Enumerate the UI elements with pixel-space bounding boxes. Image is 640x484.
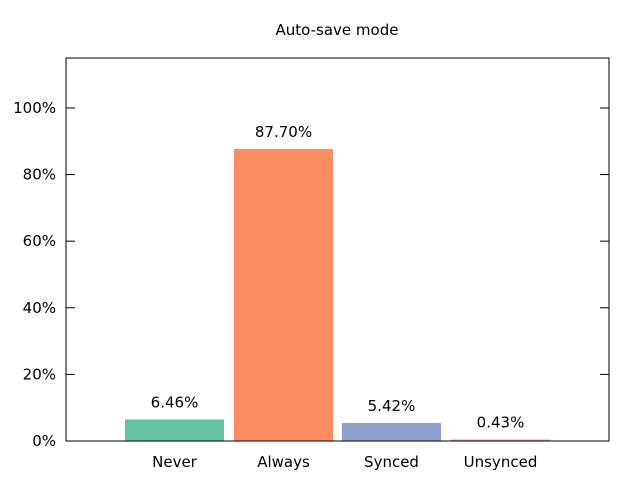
x-tick-label-synced: Synced (364, 453, 419, 471)
y-tick-label: 20% (23, 365, 56, 383)
y-tick-label: 40% (23, 299, 56, 317)
bar-unsynced (451, 439, 550, 441)
y-tick-label: 60% (23, 232, 56, 250)
y-tick-label: 100% (13, 99, 56, 117)
bar-never (125, 419, 224, 441)
y-axis-ticks: 0% 20% 40% 60% 80% 100% (13, 99, 609, 450)
x-tick-label-always: Always (257, 453, 310, 471)
x-tick-label-never: Never (152, 453, 198, 471)
y-tick-label: 80% (23, 166, 56, 184)
plot-frame (65, 57, 610, 442)
value-label-unsynced: 0.43% (477, 414, 525, 432)
value-label-synced: 5.42% (368, 397, 416, 415)
bars (125, 148, 550, 441)
value-label-always: 87.70% (255, 123, 312, 141)
chart-title: Auto-save mode (276, 21, 399, 39)
value-labels: 6.46% 87.70% 5.42% 0.43% (151, 123, 525, 432)
y-tick-label: 0% (32, 432, 56, 450)
value-label-never: 6.46% (151, 393, 199, 411)
bar-always (234, 148, 333, 441)
bar-synced (342, 422, 441, 441)
x-axis-labels: Never Always Synced Unsynced (152, 453, 537, 471)
x-tick-label-unsynced: Unsynced (464, 453, 538, 471)
